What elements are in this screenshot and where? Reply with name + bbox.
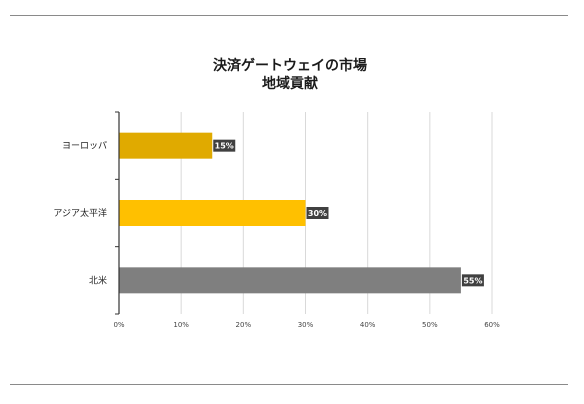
chart-title-line-2: 地域貢献 [262,75,318,92]
data-label-box [213,139,236,152]
data-label-box [461,274,484,287]
x-tick-label: 0% [113,321,124,329]
x-tick-label: 60% [484,321,500,329]
data-label-box [306,207,329,219]
bottom-rule [10,384,568,385]
category-label: 北米 [89,274,107,286]
bar [119,132,213,159]
top-rule [10,15,568,16]
data-label: 30% [308,209,327,218]
category-label: アジア太平洋 [53,207,107,219]
chart-title-line-1: 決済ゲートウェイの市場 [213,57,367,74]
data-label: 15% [215,142,234,151]
data-label: 55% [463,276,482,285]
bars: 15% 30% 55% [119,132,484,294]
x-tick-label: 10% [173,321,189,329]
bar [119,200,306,226]
category-label: ヨーロッパ [62,141,107,152]
x-tick-label: 40% [360,321,376,329]
bar [119,267,461,294]
x-tick-label: 20% [236,321,252,329]
x-tick-label: 50% [422,321,438,329]
x-tick-label: 30% [298,321,314,329]
